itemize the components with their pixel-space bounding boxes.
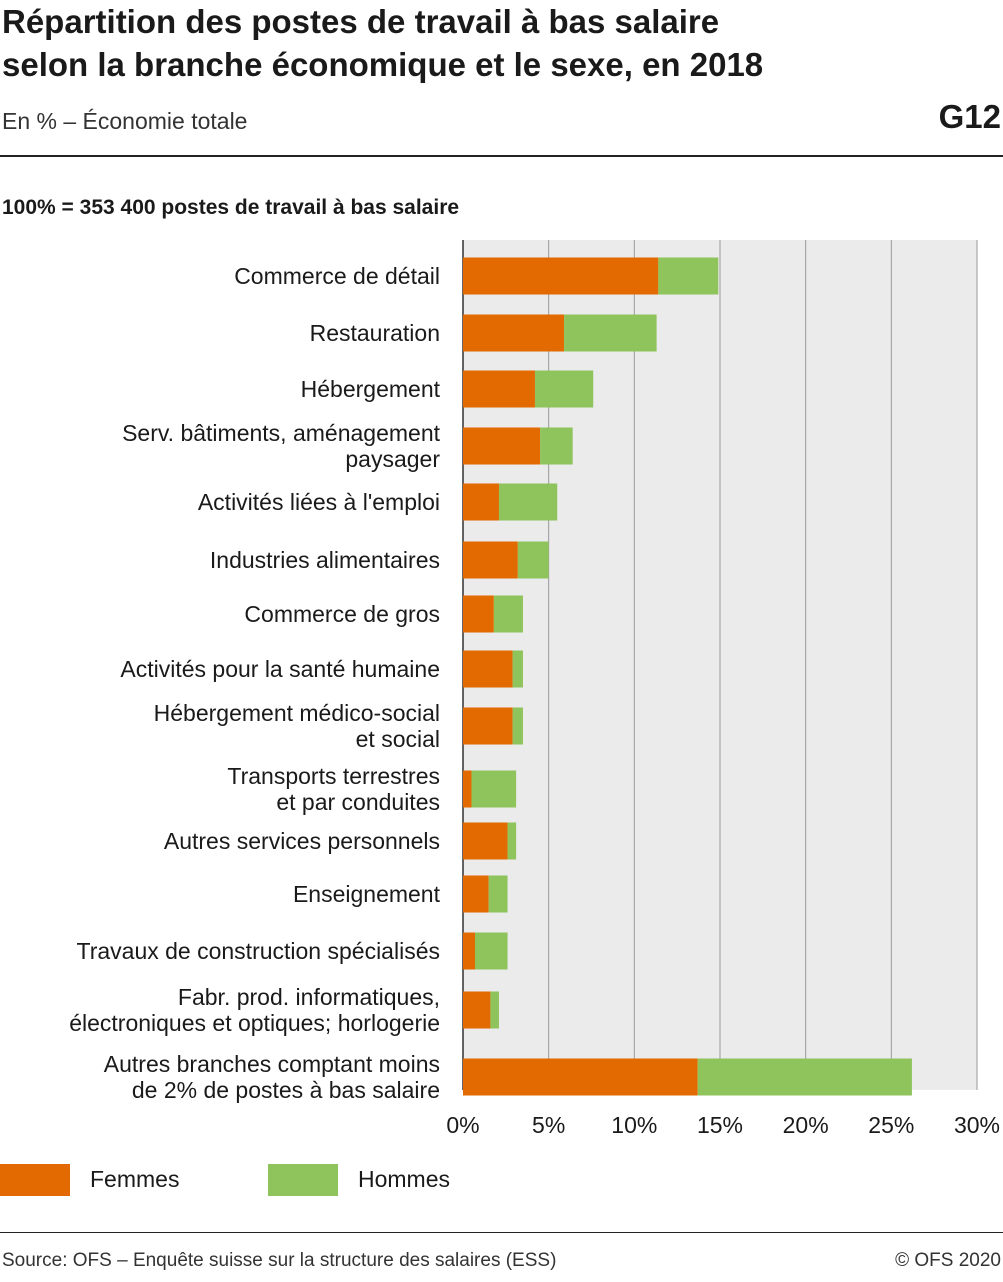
category-label: Serv. bâtiments, aménagement: [122, 420, 441, 446]
bottom-divider: [0, 1232, 1003, 1233]
chart-subtitle: En % – Économie totale: [2, 108, 248, 134]
bar-hommes: [564, 314, 657, 352]
bar-hommes: [490, 991, 499, 1029]
title-line-1: Répartition des postes de travail à bas …: [2, 3, 720, 40]
x-tick-label: 0%: [446, 1112, 479, 1138]
legend-swatch-femmes: [0, 1164, 70, 1196]
bar-hommes: [498, 483, 558, 521]
bar-femmes: [463, 595, 494, 633]
legend-label-femmes: Femmes: [90, 1166, 180, 1192]
bar-femmes: [463, 707, 513, 745]
bar-femmes: [463, 483, 499, 521]
category-label: Autres services personnels: [164, 828, 440, 854]
bar-femmes: [463, 875, 489, 913]
bar-femmes: [463, 650, 513, 688]
category-label: électroniques et optiques; horlogerie: [69, 1010, 440, 1036]
category-label: Transports terrestres: [227, 763, 440, 789]
bar-hommes: [658, 257, 719, 295]
category-label: Industries alimentaires: [210, 547, 440, 573]
x-tick-label: 30%: [954, 1112, 1000, 1138]
category-label: Activités liées à l'emploi: [198, 489, 440, 515]
category-label: Fabr. prod. informatiques,: [178, 984, 440, 1010]
category-label: paysager: [345, 446, 440, 472]
bar-hommes: [540, 427, 573, 465]
bar-femmes: [463, 257, 659, 295]
category-label: Travaux de construction spécialisés: [77, 938, 441, 964]
bar-hommes: [507, 822, 517, 860]
bar-femmes: [463, 1058, 698, 1096]
bar-femmes: [463, 991, 491, 1029]
category-label: et social: [356, 726, 440, 752]
category-label: de 2% de postes à bas salaire: [132, 1077, 440, 1103]
category-label: Commerce de détail: [234, 263, 440, 289]
bar-hommes: [517, 541, 549, 579]
bar-hommes: [474, 932, 508, 970]
bar-femmes: [463, 770, 472, 808]
bar-hommes: [471, 770, 517, 808]
chart-code: G12: [938, 98, 1001, 135]
bar-hommes: [488, 875, 508, 913]
chart-title: Répartition des postes de travail à bas …: [2, 0, 902, 86]
x-tick-label: 15%: [697, 1112, 743, 1138]
top-divider: [0, 155, 1003, 157]
category-label: Activités pour la santé humaine: [120, 656, 440, 682]
title-line-2: selon la branche économique et le sexe, …: [2, 46, 764, 83]
category-label: Hébergement: [301, 376, 441, 402]
bar-hommes: [534, 370, 594, 408]
bar-femmes: [463, 822, 508, 860]
x-tick-label: 10%: [611, 1112, 657, 1138]
legend-label-hommes: Hommes: [358, 1166, 451, 1192]
x-tick-label: 25%: [868, 1112, 914, 1138]
category-label: et par conduites: [276, 789, 440, 815]
bar-femmes: [463, 370, 535, 408]
category-label: Enseignement: [293, 881, 441, 907]
bar-hommes: [512, 707, 523, 745]
bar-hommes: [512, 650, 523, 688]
bar-femmes: [463, 314, 565, 352]
bar-femmes: [463, 427, 541, 465]
basis-note: 100% = 353 400 postes de travail à bas s…: [2, 196, 460, 219]
bar-femmes: [463, 541, 518, 579]
bar-femmes: [463, 932, 475, 970]
x-tick-label: 20%: [783, 1112, 829, 1138]
category-label: Restauration: [310, 320, 440, 346]
category-label: Commerce de gros: [244, 601, 440, 627]
legend-swatch-hommes: [268, 1164, 338, 1196]
category-label: Hébergement médico-social: [154, 700, 440, 726]
bar-hommes: [493, 595, 523, 633]
copyright-note: © OFS 2020: [895, 1250, 1001, 1271]
category-label: Autres branches comptant moins: [104, 1051, 440, 1077]
x-tick-label: 5%: [532, 1112, 565, 1138]
source-note: Source: OFS – Enquête suisse sur la stru…: [2, 1250, 557, 1271]
bar-chart: 0% 5% 10% 15% 20% 25% 30% Commerce de détail Res…: [69, 240, 1000, 1138]
bar-hommes: [697, 1058, 912, 1096]
